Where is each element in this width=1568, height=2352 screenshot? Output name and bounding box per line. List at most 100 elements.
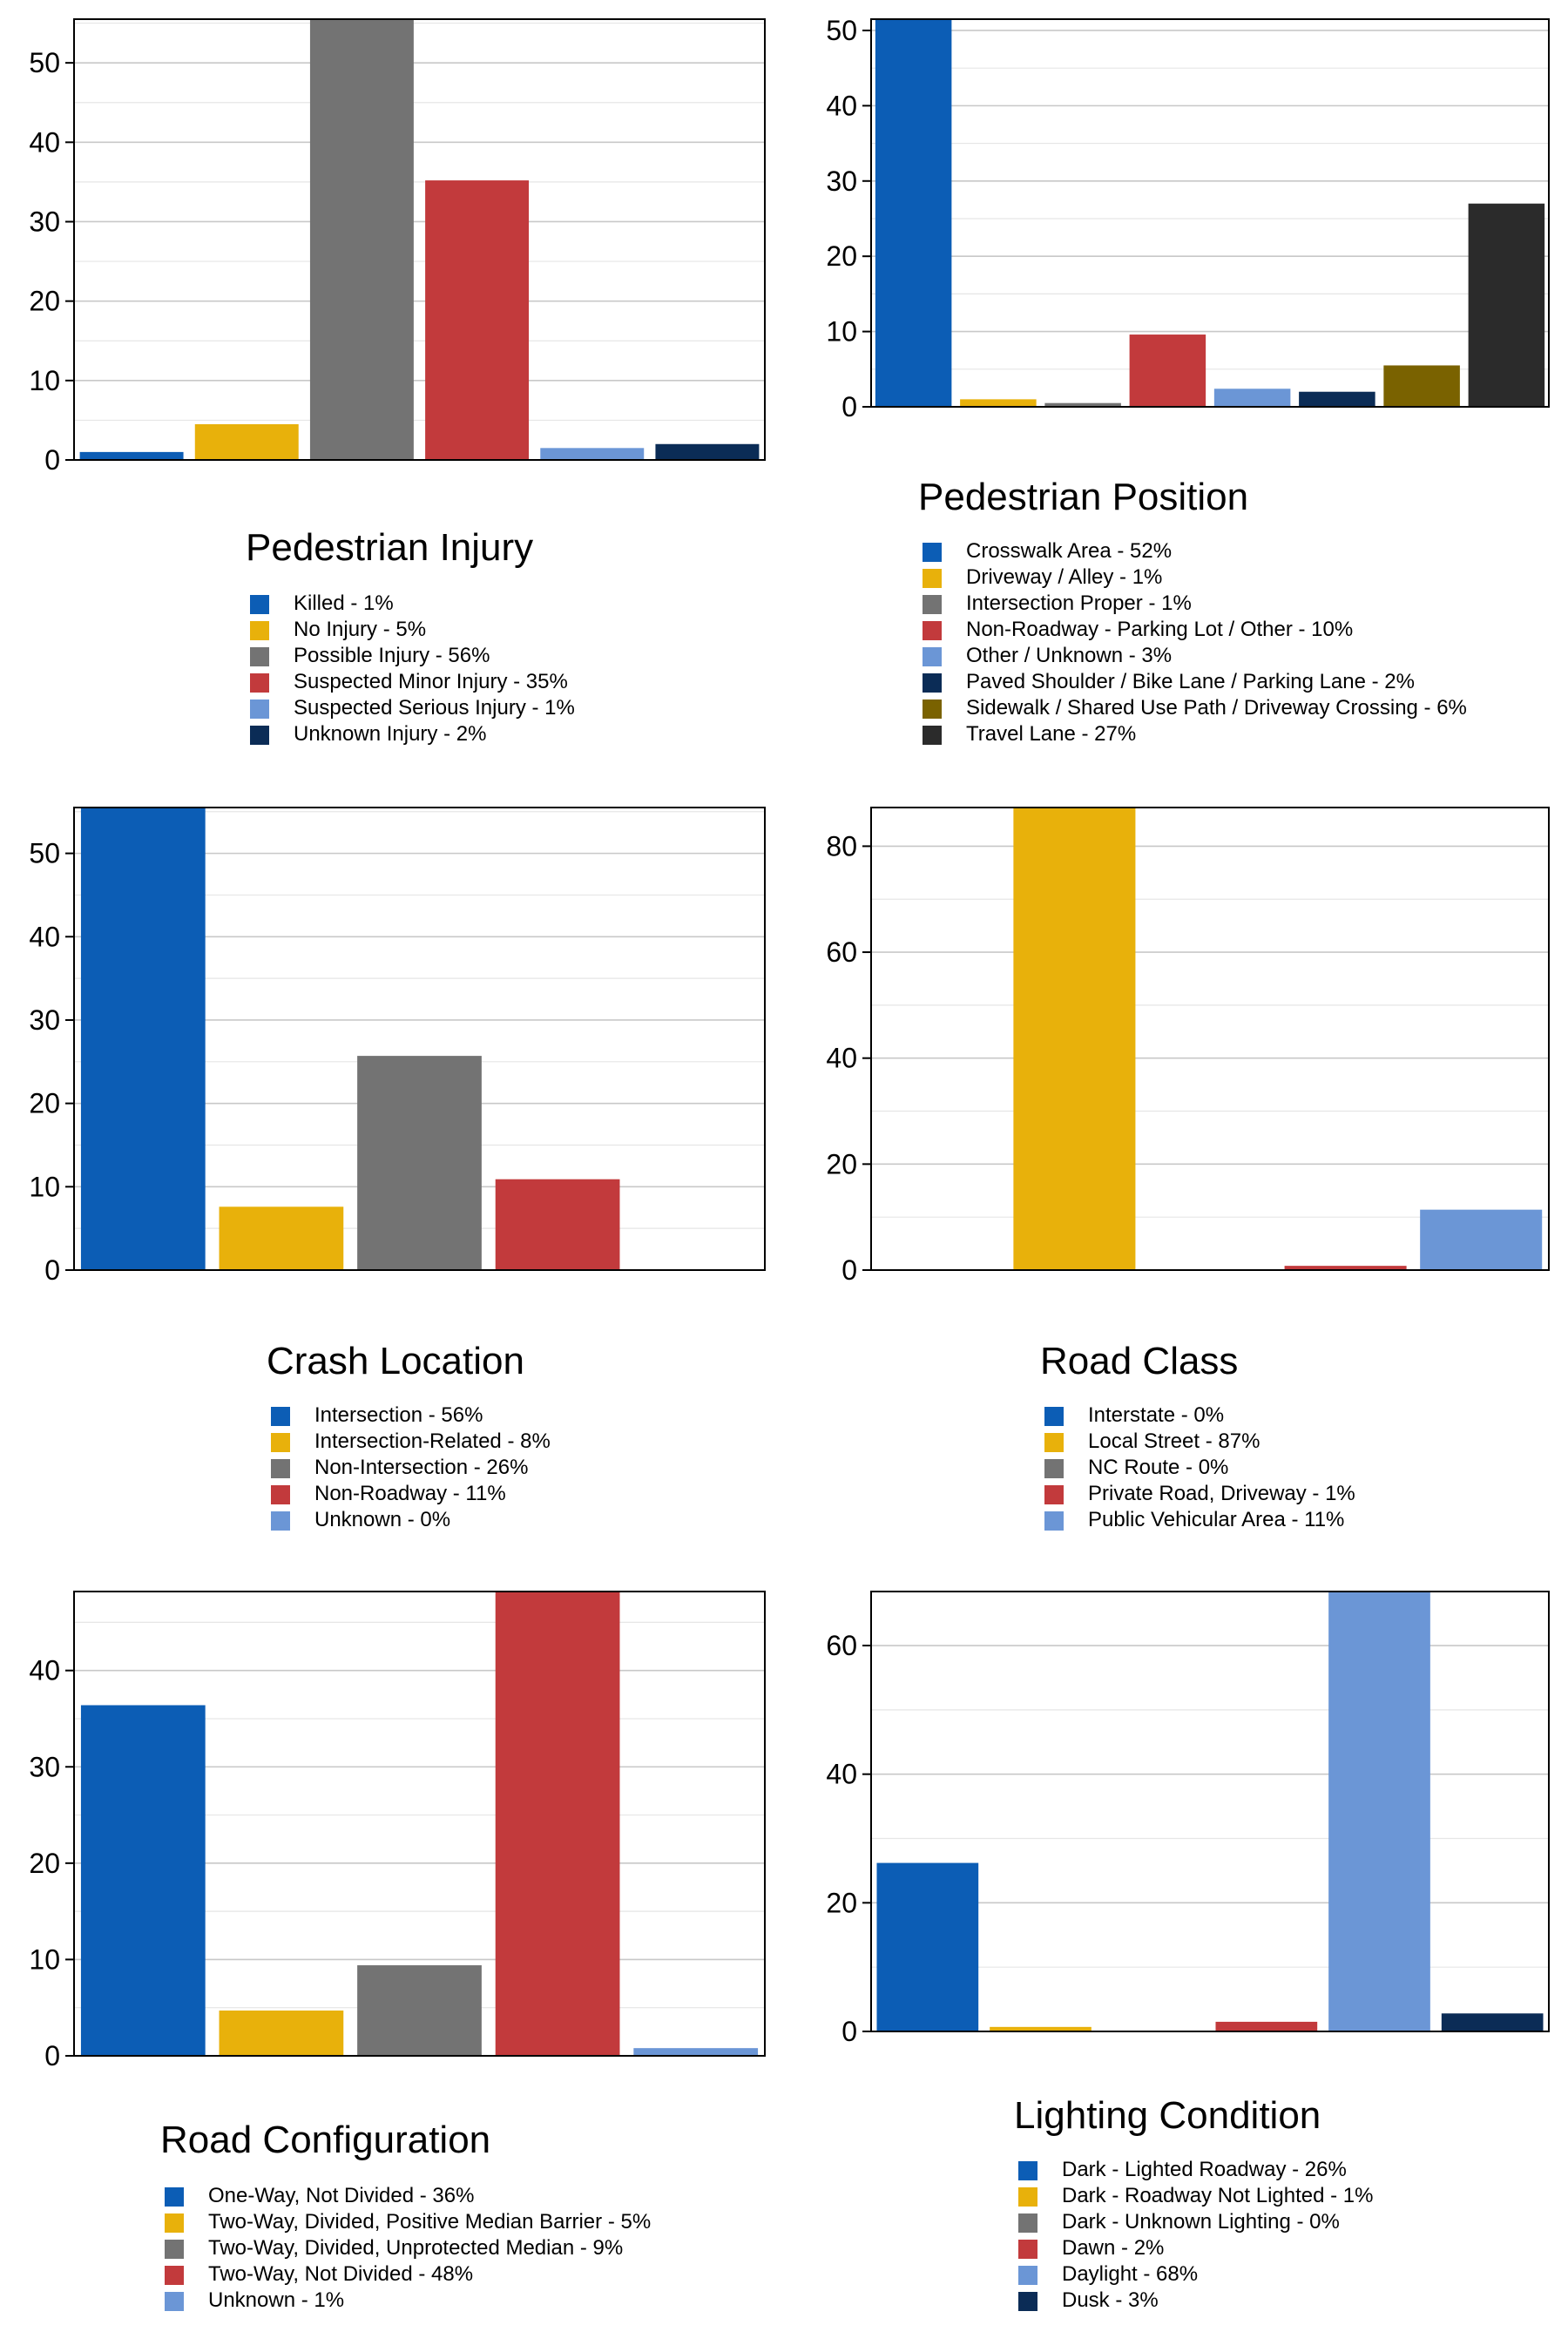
bar-non-roadway <box>495 1179 620 1270</box>
legend-label: Public Vehicular Area - 11% <box>1088 1508 1345 1531</box>
legend-swatch <box>1044 1511 1064 1531</box>
legend-swatch <box>1044 1485 1064 1504</box>
bar-private-road-driveway <box>1284 1266 1407 1270</box>
y-tick-label: 20 <box>29 1088 60 1119</box>
legend-swatch <box>271 1485 290 1504</box>
legend-label: Suspected Minor Injury - 35% <box>294 670 568 693</box>
bar-paved-shoulder-bike-lane-parking-lane <box>1299 391 1375 407</box>
bar-driveway-alley <box>960 399 1037 407</box>
y-tick-label: 40 <box>29 1655 60 1686</box>
plot-frame <box>73 807 766 1271</box>
bar-dawn <box>1215 2021 1318 2031</box>
y-tick-label: 40 <box>826 90 857 121</box>
legend-swatch <box>165 2292 184 2311</box>
bar-crosswalk-area <box>875 19 952 407</box>
y-tick-label: 80 <box>826 830 857 862</box>
legend-swatch <box>1018 2240 1037 2259</box>
y-tick-label: 40 <box>826 1759 857 1790</box>
bar-daylight <box>1328 1592 1430 2031</box>
legend-swatch <box>1044 1407 1064 1426</box>
legend-label: Dark - Lighted Roadway - 26% <box>1062 2158 1347 2181</box>
legend-swatch <box>923 673 942 693</box>
bar-two-way-divided-unprotected-median <box>357 1965 482 2056</box>
legend-label: Sidewalk / Shared Use Path / Driveway Cr… <box>966 696 1467 720</box>
chart-title: Road Class <box>1040 1340 1239 1382</box>
y-tick-label: 60 <box>826 936 857 968</box>
y-tick-label: 20 <box>826 240 857 272</box>
y-tick-label: 50 <box>826 15 857 46</box>
legend-swatch <box>250 673 269 693</box>
legend-label: Intersection - 56% <box>314 1403 483 1427</box>
plot-frame <box>870 18 1550 408</box>
chart-lighting-condition-plot: 0 20 40 60 <box>826 1591 1550 2047</box>
legend-swatch <box>165 2187 184 2207</box>
bar-non-roadway-parking-lot-other <box>1129 335 1206 407</box>
legend-label: Two-Way, Not Divided - 48% <box>208 2262 474 2286</box>
y-tick-label: 0 <box>841 1254 857 1286</box>
y-tick-label: 30 <box>29 1004 60 1036</box>
bar-public-vehicular-area <box>1420 1209 1543 1270</box>
legend-swatch <box>923 621 942 640</box>
legend-swatch <box>1018 2292 1037 2311</box>
legend-label: Travel Lane - 27% <box>966 722 1137 746</box>
bar-intersection <box>80 808 206 1270</box>
chart-title: Pedestrian Injury <box>246 526 534 569</box>
bar-dark-lighted-roadway <box>876 1862 979 2031</box>
chart-crash-location: 0 10 20 30 40 50 Crash Location Intersection … <box>0 784 784 1551</box>
legend-swatch <box>250 595 269 614</box>
bar-dark-roadway-not-lighted <box>990 2026 1092 2031</box>
bar-intersection-proper <box>1044 402 1121 407</box>
legend-label: Interstate - 0% <box>1088 1403 1225 1427</box>
legend-swatch <box>250 647 269 666</box>
bar-travel-lane <box>1468 203 1545 407</box>
bar-non-intersection <box>357 1056 482 1270</box>
bar-one-way-not-divided <box>80 1705 206 2056</box>
legend-label: Dark - Unknown Lighting - 0% <box>1062 2210 1340 2234</box>
y-tick-label: 30 <box>29 1751 60 1782</box>
bar-no-injury <box>194 423 299 460</box>
legend-label: Driveway / Alley - 1% <box>966 565 1163 589</box>
legend-label: Non-Roadway - Parking Lot / Other - 10% <box>966 618 1354 641</box>
y-tick-label: 10 <box>29 1171 60 1202</box>
chart-pedestrian-position-plot: 0 10 20 30 40 50 <box>826 15 1550 422</box>
chart-road-configuration-plot: 0 10 20 30 40 <box>29 1591 766 2072</box>
legend-label: NC Route - 0% <box>1088 1456 1229 1479</box>
legend-swatch <box>250 700 269 719</box>
y-tick-label: 20 <box>826 1887 857 1918</box>
legend-label: No Injury - 5% <box>294 618 427 641</box>
legend-swatch <box>1018 2266 1037 2285</box>
y-tick-label: 20 <box>826 1148 857 1179</box>
legend-label: Local Street - 87% <box>1088 1429 1260 1453</box>
legend-label: Intersection-Related - 8% <box>314 1429 551 1453</box>
legend-swatch <box>165 2213 184 2233</box>
legend-label: Intersection Proper - 1% <box>966 591 1192 615</box>
bar-suspected-serious-injury <box>540 448 645 460</box>
legend-label: Paved Shoulder / Bike Lane / Parking Lan… <box>966 670 1415 693</box>
legend-swatch <box>1044 1433 1064 1452</box>
chart-title: Road Configuration <box>160 2119 491 2161</box>
y-tick-label: 10 <box>29 1943 60 1975</box>
chart-title: Crash Location <box>267 1340 524 1382</box>
legend-swatch <box>1018 2187 1037 2207</box>
legend-swatch <box>923 647 942 666</box>
chart-road-configuration: 0 10 20 30 40 Road Configuration One-Way, No… <box>0 1568 784 2352</box>
y-tick-label: 60 <box>826 1630 857 1661</box>
legend-swatch <box>923 543 942 562</box>
legend-swatch <box>923 700 942 719</box>
legend-label: Unknown - 1% <box>208 2288 345 2312</box>
legend-label: Killed - 1% <box>294 591 394 615</box>
chart-title: Pedestrian Position <box>918 476 1249 518</box>
legend-swatch <box>250 621 269 640</box>
chart-pedestrian-position: 0 10 20 30 40 50 Pedestrian Position Crosswal… <box>784 0 1568 767</box>
legend-label: Suspected Serious Injury - 1% <box>294 696 575 720</box>
plot-frame <box>870 807 1550 1271</box>
y-tick-label: 50 <box>29 47 60 78</box>
legend-label: Non-Roadway - 11% <box>314 1482 506 1505</box>
legend-label: Unknown Injury - 2% <box>294 722 487 746</box>
legend-swatch <box>271 1407 290 1426</box>
legend-label: Non-Intersection - 26% <box>314 1456 529 1479</box>
legend-label: Two-Way, Divided, Positive Median Barrie… <box>208 2210 652 2234</box>
legend-swatch <box>923 595 942 614</box>
legend-label: Unknown - 0% <box>314 1508 451 1531</box>
legend-swatch <box>923 726 942 745</box>
